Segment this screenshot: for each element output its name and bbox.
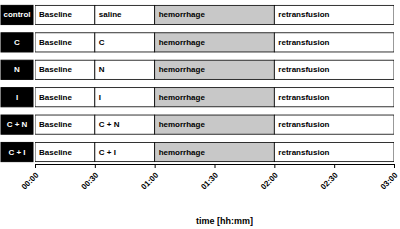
segment <box>274 60 394 79</box>
x-axis-line <box>36 165 395 169</box>
segment <box>35 142 95 161</box>
row-label-box <box>1 115 33 134</box>
segment-label: hemorrhage <box>159 10 206 19</box>
row-label-box <box>1 5 33 24</box>
segment-label: C + I <box>99 148 116 157</box>
x-axis: 00:00 00:30 01:00 01:30 02:00 02:30 03:00 <box>20 164 400 192</box>
x-tick: 02:30 <box>319 164 340 192</box>
x-tick-label: 01:30 <box>199 170 220 191</box>
segment <box>155 142 275 161</box>
segment-label: Baseline <box>39 93 72 102</box>
segment-label: hemorrhage <box>159 148 206 157</box>
segment <box>35 5 95 24</box>
x-tick-label: 02:00 <box>259 170 280 191</box>
segment-label: retransfusion <box>278 93 329 102</box>
x-tick: 01:30 <box>199 164 220 192</box>
segment <box>35 60 95 79</box>
row-label: C + N <box>7 120 28 129</box>
x-tick-mark <box>95 164 96 168</box>
segment <box>95 88 155 107</box>
segment-label: retransfusion <box>278 120 329 129</box>
x-tick-label: 01:00 <box>139 170 160 191</box>
segment-labels: Baseline saline hemorrhage retransfusion Bas… <box>39 10 330 156</box>
segment-label: hemorrhage <box>159 65 206 74</box>
segment <box>155 60 275 79</box>
segment <box>274 142 394 161</box>
row-label: I <box>16 93 18 102</box>
segment <box>95 115 155 134</box>
x-tick-label: 00:00 <box>20 170 41 191</box>
segment-label: retransfusion <box>278 148 329 157</box>
segment-label: C + N <box>99 120 120 129</box>
x-tick-mark <box>394 164 395 168</box>
segment <box>35 33 95 52</box>
x-tick: 03:00 <box>379 164 400 192</box>
x-tick: 01:00 <box>139 164 160 192</box>
segments <box>35 5 394 161</box>
x-tick-mark <box>35 164 36 168</box>
row-label-box <box>1 142 33 161</box>
x-tick: 02:00 <box>259 164 280 192</box>
segment <box>155 115 275 134</box>
segment-label: hemorrhage <box>159 38 206 47</box>
row-label-box <box>1 60 33 79</box>
segment-label: Baseline <box>39 38 72 47</box>
segment-label: I <box>99 93 101 102</box>
row-label: C <box>14 38 20 47</box>
segment-label: retransfusion <box>278 10 329 19</box>
x-tick-mark <box>334 164 335 168</box>
segment <box>274 115 394 134</box>
segment-label: Baseline <box>39 10 72 19</box>
row-label: C + I <box>8 148 25 157</box>
chart: control C N I C + N C + I Baseline saline hemorr… <box>0 0 400 229</box>
x-tick-mark <box>215 164 216 168</box>
row-label-box <box>1 33 33 52</box>
segment-label: retransfusion <box>278 65 329 74</box>
x-tick-mark <box>274 164 275 168</box>
segment <box>95 142 155 161</box>
segment <box>95 60 155 79</box>
row-labels: control C N I C + N C + I <box>1 5 33 161</box>
segment-label: saline <box>99 10 122 19</box>
segment-label: hemorrhage <box>159 93 206 102</box>
x-tick-label: 00:30 <box>80 170 101 191</box>
x-tick-label: 02:30 <box>319 170 340 191</box>
segment-label: hemorrhage <box>159 120 206 129</box>
segment <box>155 88 275 107</box>
row-label: control <box>3 10 30 19</box>
segment-label: Baseline <box>39 120 72 129</box>
segment <box>274 88 394 107</box>
x-tick: 00:30 <box>80 164 101 192</box>
row-label: N <box>14 65 20 74</box>
x-axis-title: time [hh:mm] <box>196 216 253 226</box>
segment-label: retransfusion <box>278 38 329 47</box>
segment <box>95 5 155 24</box>
x-tick: 00:00 <box>20 164 41 192</box>
x-tick-label: 03:00 <box>379 170 400 191</box>
segment-label: C <box>99 38 105 47</box>
segment-label: Baseline <box>39 148 72 157</box>
segment <box>95 33 155 52</box>
segment <box>274 33 394 52</box>
row-label-box <box>1 88 33 107</box>
segment <box>35 88 95 107</box>
segment <box>155 33 275 52</box>
x-tick-mark <box>155 164 156 168</box>
segment <box>274 5 394 24</box>
segment-label: N <box>99 65 105 74</box>
segment-label: Baseline <box>39 65 72 74</box>
segment <box>35 115 95 134</box>
segment <box>155 5 275 24</box>
